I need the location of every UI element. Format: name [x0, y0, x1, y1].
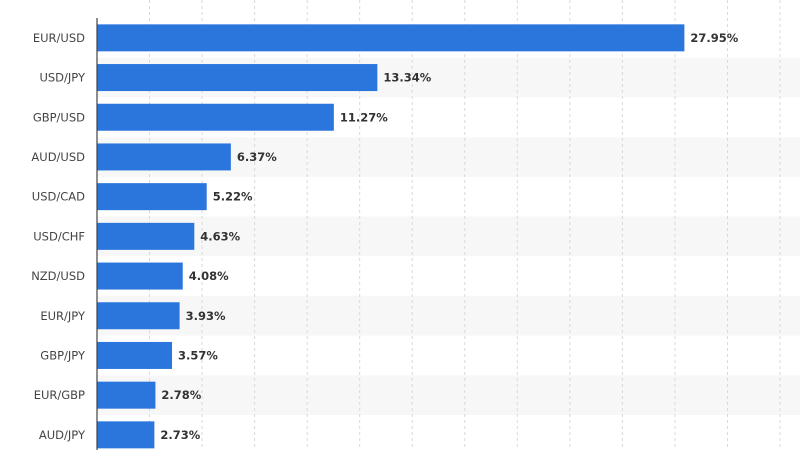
bar	[97, 262, 183, 290]
value-label: 5.22%	[213, 190, 253, 204]
bar	[97, 64, 378, 92]
bar	[97, 222, 195, 250]
category-label: AUD/USD	[31, 150, 85, 164]
category-label: EUR/JPY	[40, 309, 86, 323]
category-label: USD/CAD	[32, 190, 85, 204]
value-label: 4.63%	[200, 229, 240, 243]
bar	[97, 24, 685, 52]
row-bands	[97, 57, 800, 415]
bar	[97, 381, 156, 409]
category-label: GBP/USD	[33, 110, 85, 124]
category-label: GBP/JPY	[40, 348, 86, 362]
category-label: USD/CHF	[33, 229, 85, 243]
value-labels: 27.95% 13.34% 11.27% 6.37% 5.22% 4.63% 4.08% 3.…	[160, 31, 738, 442]
category-label: EUR/USD	[33, 31, 85, 45]
bar	[97, 143, 231, 171]
value-label: 27.95%	[690, 31, 738, 45]
category-label: AUD/JPY	[39, 428, 86, 442]
category-label: USD/JPY	[39, 71, 86, 85]
bar	[97, 302, 180, 330]
bar	[97, 103, 334, 131]
category-labels: EUR/USD USD/JPY GBP/USD AUD/USD USD/CAD USD/C…	[31, 31, 86, 442]
bar	[97, 421, 155, 449]
value-label: 3.93%	[186, 309, 226, 323]
value-label: 11.27%	[340, 110, 388, 124]
bar	[97, 341, 173, 369]
row-band	[97, 295, 800, 336]
value-label: 2.73%	[160, 428, 200, 442]
value-label: 13.34%	[383, 71, 431, 85]
category-label: EUR/GBP	[34, 388, 85, 402]
bar	[97, 183, 207, 211]
category-label: NZD/USD	[31, 269, 85, 283]
value-label: 4.08%	[189, 269, 229, 283]
row-band	[97, 375, 800, 415]
value-label: 6.37%	[237, 150, 277, 164]
value-label: 3.57%	[178, 348, 218, 362]
row-band	[97, 216, 800, 257]
value-label: 2.78%	[161, 388, 201, 402]
bars	[97, 24, 685, 449]
